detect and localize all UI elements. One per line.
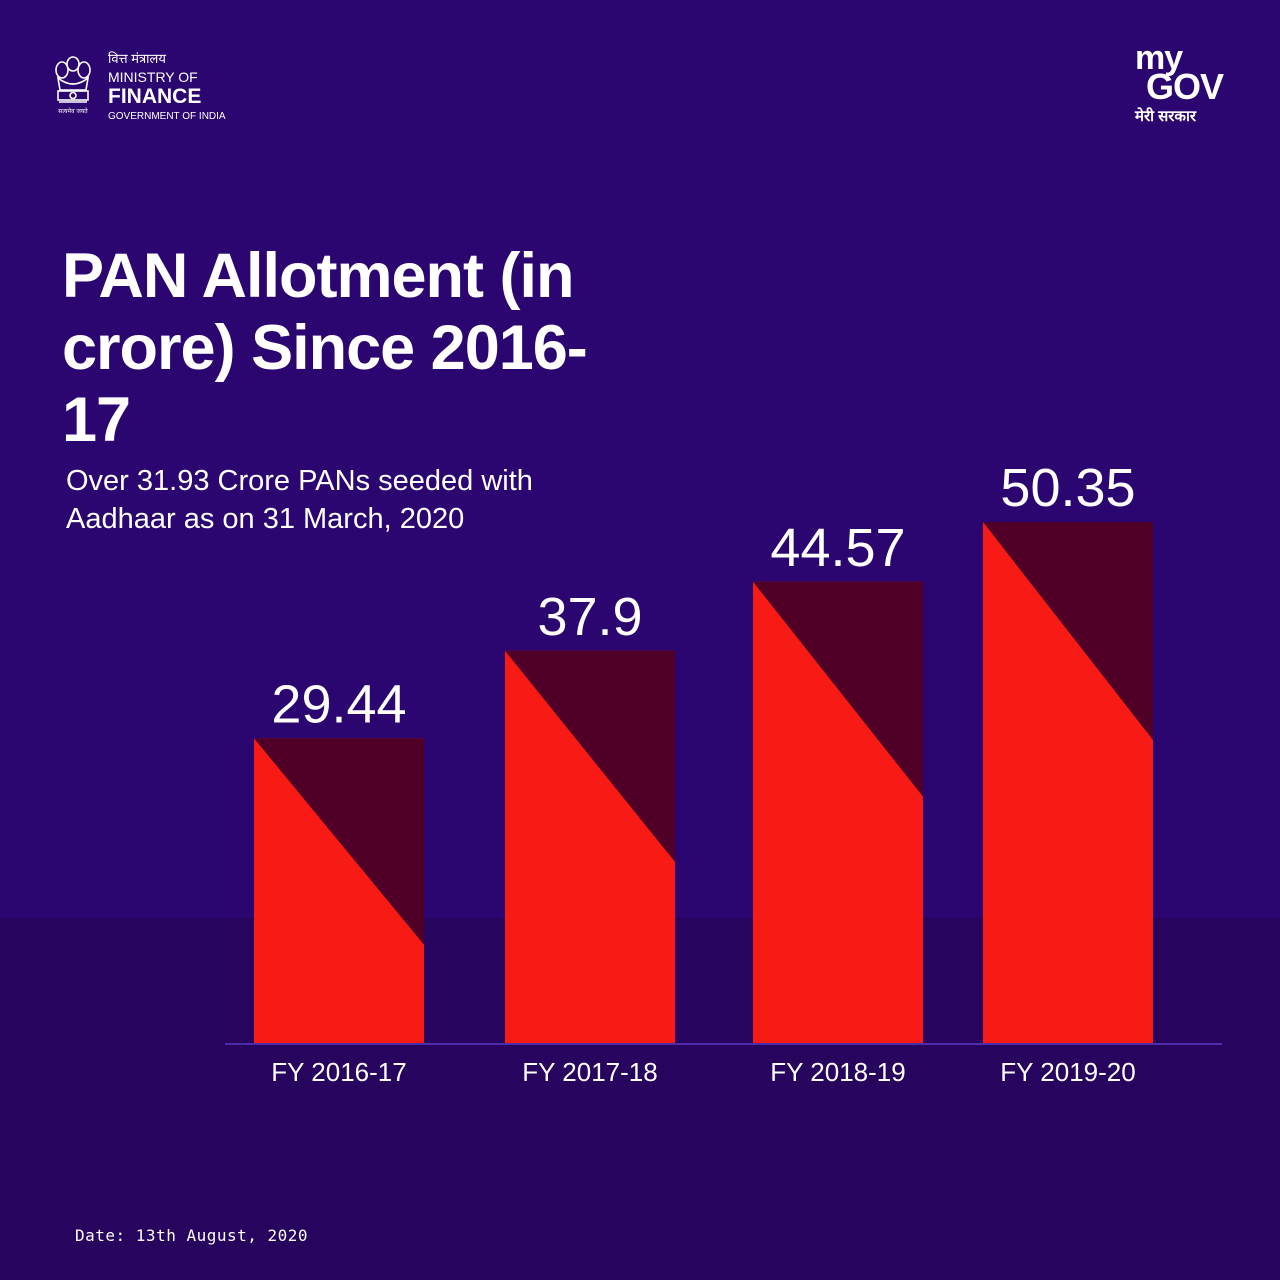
bar-shade (505, 650, 675, 862)
ministry-name-line2: FINANCE (108, 85, 202, 108)
ministry-hindi-name: वित्त मंत्रालय (108, 51, 166, 66)
bar-shade (983, 522, 1153, 740)
category-label: FY 2018-19 (770, 1057, 905, 1087)
mygov-tagline: मेरी सरकार (1135, 108, 1196, 125)
bar-fy-2017-18 (505, 650, 675, 1043)
bar-shade (753, 581, 923, 797)
value-label: 29.44 (271, 674, 406, 734)
bar-fy-2019-20 (983, 522, 1153, 1043)
bars-layer (254, 522, 1153, 1043)
bar-shade (254, 738, 424, 945)
category-label: FY 2016-17 (271, 1057, 406, 1087)
ministry-name-line1: MINISTRY OF (108, 69, 198, 85)
category-label: FY 2017-18 (522, 1057, 657, 1087)
bar-fy-2016-17 (254, 738, 424, 1043)
ministry-of-finance-logo: सत्यमेव जयते वित्त मंत्रालय MINISTRY OF … (50, 50, 290, 130)
page-title: PAN Allotment (in crore) Since 2016-17 (62, 241, 588, 455)
mygov-gov-text: GOV (1146, 66, 1224, 107)
mygov-logo: my GOV मेरी सरकार (1125, 40, 1245, 135)
ministry-name-line3: GOVERNMENT OF INDIA (108, 111, 226, 122)
value-label: 50.35 (1000, 458, 1135, 518)
bar-fy-2018-19 (753, 581, 923, 1043)
svg-text:सत्यमेव जयते: सत्यमेव जयते (58, 107, 88, 115)
value-label: 44.57 (770, 518, 905, 578)
category-label: FY 2019-20 (1000, 1057, 1135, 1087)
national-emblem-icon: सत्यमेव जयते (55, 56, 91, 115)
mygov-my-text: my (1135, 39, 1183, 77)
footer-date: Date: 13th August, 2020 (75, 1226, 309, 1245)
labels-layer: 29.44 FY 2016-17 37.9 FY 2017-18 44.57 FY 201… (271, 458, 1135, 1087)
value-label: 37.9 (537, 587, 642, 647)
page-subtitle: Over 31.93 Crore PANs seeded with Aadhaa… (66, 465, 533, 535)
